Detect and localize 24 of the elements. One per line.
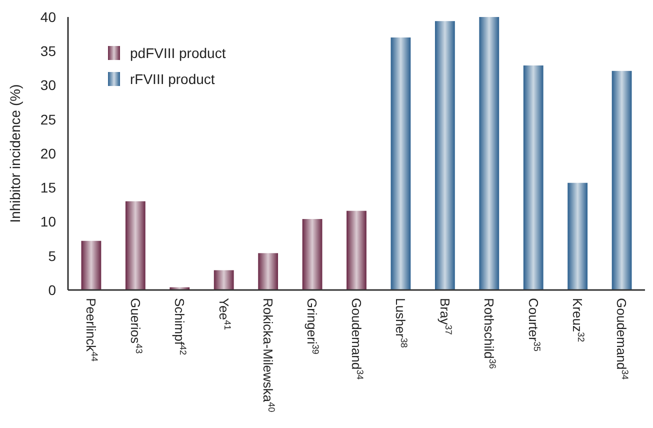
y-tick-label: 10 <box>40 214 56 230</box>
bar <box>612 70 632 290</box>
bar <box>258 253 278 290</box>
bar <box>81 240 102 290</box>
bar <box>125 201 146 290</box>
bar <box>346 210 366 290</box>
bar <box>390 37 411 290</box>
legend-label: pdFVIII product <box>130 44 226 61</box>
y-tick-label: 25 <box>40 111 56 128</box>
y-tick-label: 30 <box>40 77 56 94</box>
bar <box>479 17 500 290</box>
y-tick-label: 5 <box>48 248 56 264</box>
y-axis-title: Inhibitor incidence (%) <box>7 84 23 223</box>
y-tick-label: 40 <box>40 8 56 25</box>
legend-label: rFVIII product <box>130 70 215 87</box>
y-tick-label: 15 <box>40 180 56 196</box>
y-tick-label: 35 <box>40 43 56 60</box>
bar <box>214 270 234 290</box>
bar <box>302 219 322 290</box>
y-tick-label: 20 <box>40 145 56 162</box>
bar <box>523 65 544 290</box>
y-tick-label: 0 <box>48 282 56 298</box>
bar <box>434 21 455 290</box>
bar <box>568 182 588 290</box>
